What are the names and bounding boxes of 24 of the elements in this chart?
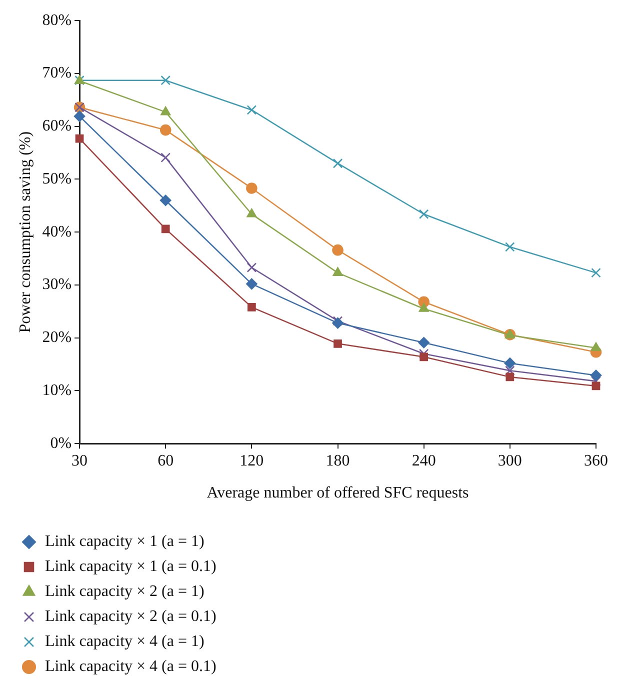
y-axis-title: Power consumption saving (%) [16,131,34,333]
y-tick-label: 30% [42,276,72,294]
legend-label: Link capacity × 2 (a = 0.1) [45,608,216,626]
legend-label: Link capacity × 1 (a = 0.1) [45,558,216,576]
y-tick-label: 0% [50,434,72,452]
y-tick-label: 80% [42,12,72,29]
legend-label: Link capacity × 1 (a = 1) [45,533,204,550]
legend-label: Link capacity × 4 (a = 1) [45,633,204,650]
x-tick-label: 60 [158,452,174,470]
x-tick-label: 180 [326,452,350,470]
y-tick-label: 10% [42,382,72,399]
y-tick-label: 50% [42,170,72,188]
x-tick-label: 360 [584,452,608,470]
x-tick-label: 120 [240,452,264,470]
x-tick-label: 240 [412,452,436,470]
x-tick-label: 300 [498,452,522,470]
y-tick-label: 60% [42,118,72,135]
x-tick-label: 30 [72,452,88,470]
x-axis-title: Average number of offered SFC requests [206,484,469,502]
y-tick-label: 40% [42,223,72,240]
legend-label: Link capacity × 2 (a = 1) [45,583,204,600]
y-tick-label: 20% [42,329,72,346]
legend-label: Link capacity × 4 (a = 0.1) [45,658,216,676]
y-tick-label: 70% [42,64,72,82]
